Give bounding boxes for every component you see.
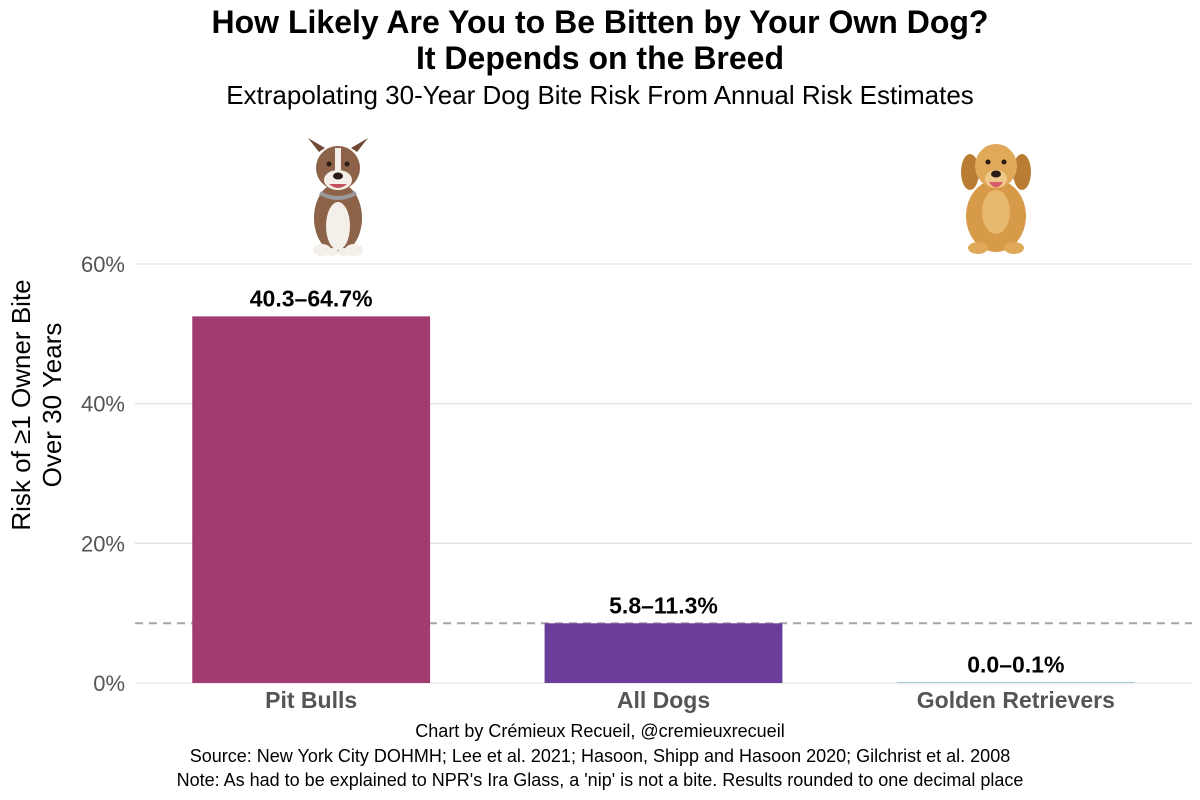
- pit-bull-image: [308, 138, 368, 256]
- caption-source: Source: New York City DOHMH; Lee et al. …: [189, 746, 1011, 766]
- x-tick-label: Pit Bulls: [265, 687, 357, 713]
- y-tick-label: 20%: [81, 531, 125, 556]
- y-axis-label-line-2: Over 30 Years: [37, 323, 67, 488]
- caption-note: Note: As had to be explained to NPR's Ir…: [176, 770, 1024, 790]
- bars: [192, 316, 1135, 683]
- y-axis-ticks: 0% 20% 40% 60%: [81, 252, 125, 696]
- y-axis-label-line-1: Risk of ≥1 Owner Bite: [6, 279, 36, 530]
- golden-retriever-image: [961, 144, 1031, 254]
- chart-title-line-2: It Depends on the Breed: [415, 40, 785, 76]
- bar: [192, 316, 431, 683]
- y-tick-label: 0%: [93, 671, 125, 696]
- x-tick-label: Golden Retrievers: [917, 687, 1115, 713]
- x-axis-ticks: Pit Bulls All Dogs Golden Retrievers: [265, 687, 1115, 713]
- bar: [544, 623, 783, 683]
- caption-credit: Chart by Crémieux Recueil, @cremieuxrecu…: [415, 721, 785, 741]
- x-tick-label: All Dogs: [617, 687, 710, 713]
- chart-subtitle: Extrapolating 30-Year Dog Bite Risk From…: [226, 80, 974, 110]
- chart-title-line-1: How Likely Are You to Be Bitten by Your …: [211, 4, 989, 40]
- data-labels: 40.3–64.7% 5.8–11.3% 0.0–0.1%: [250, 285, 1065, 677]
- y-tick-label: 40%: [81, 392, 125, 417]
- data-label: 0.0–0.1%: [967, 652, 1064, 678]
- y-tick-label: 60%: [81, 252, 125, 277]
- data-label: 40.3–64.7%: [250, 285, 373, 311]
- bar: [896, 682, 1135, 683]
- data-label: 5.8–11.3%: [609, 592, 718, 618]
